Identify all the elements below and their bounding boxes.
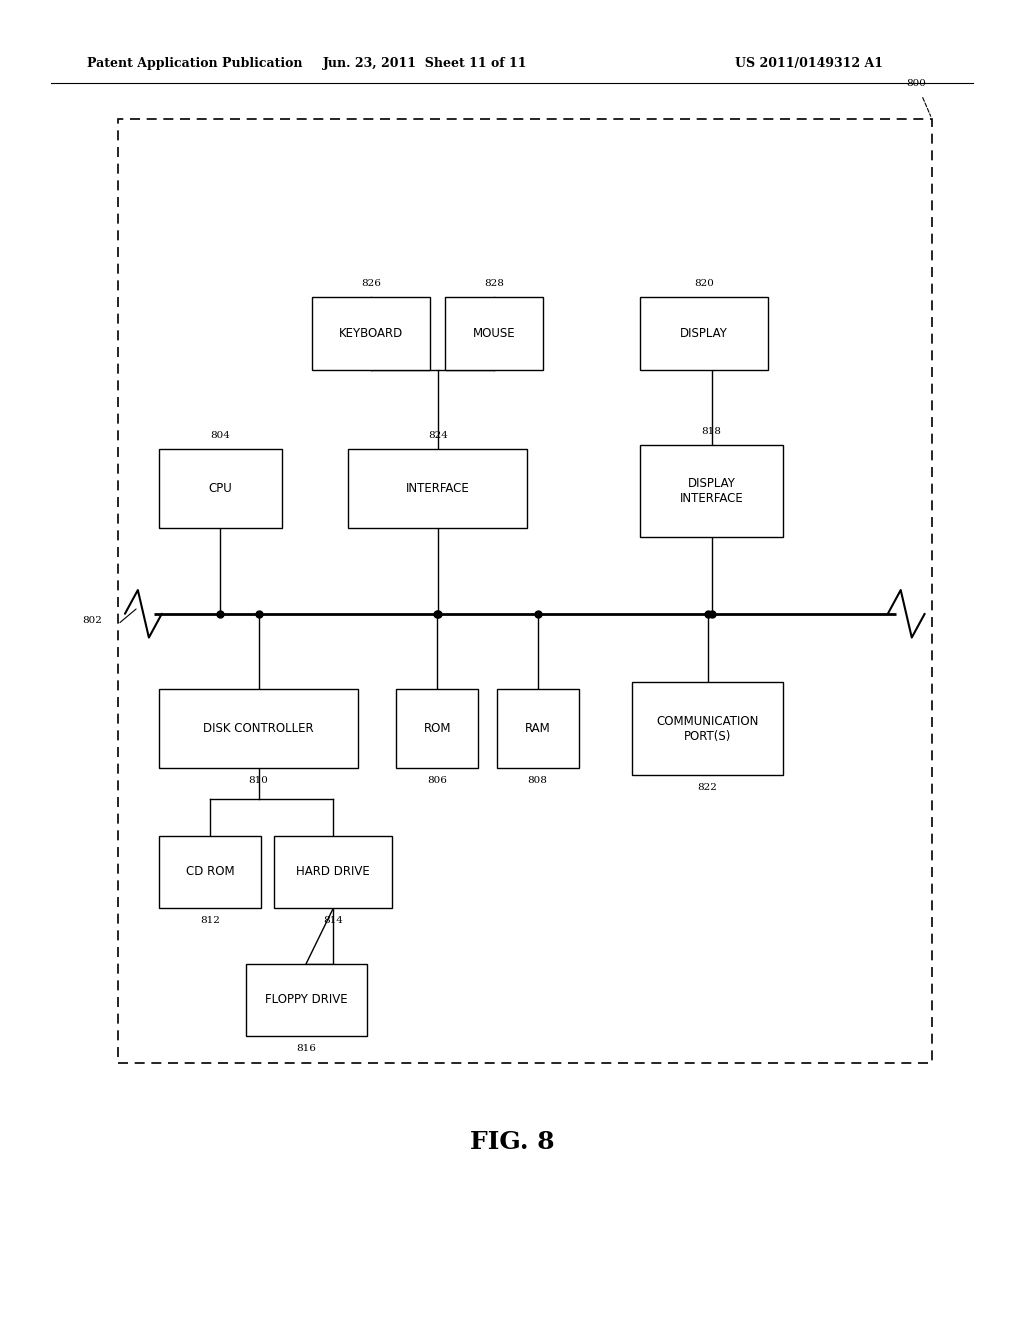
FancyBboxPatch shape bbox=[159, 689, 358, 768]
Text: 800: 800 bbox=[906, 79, 927, 88]
Text: US 2011/0149312 A1: US 2011/0149312 A1 bbox=[735, 57, 883, 70]
FancyBboxPatch shape bbox=[445, 297, 543, 370]
Text: 820: 820 bbox=[694, 279, 714, 288]
Text: DISPLAY: DISPLAY bbox=[680, 327, 728, 339]
Text: CD ROM: CD ROM bbox=[185, 866, 234, 878]
Text: 824: 824 bbox=[428, 430, 447, 440]
FancyBboxPatch shape bbox=[312, 297, 430, 370]
FancyBboxPatch shape bbox=[246, 964, 367, 1036]
Text: 802: 802 bbox=[83, 616, 102, 624]
Text: 828: 828 bbox=[484, 279, 504, 288]
Text: 814: 814 bbox=[324, 916, 343, 925]
Text: Patent Application Publication: Patent Application Publication bbox=[87, 57, 302, 70]
FancyBboxPatch shape bbox=[159, 836, 261, 908]
FancyBboxPatch shape bbox=[348, 449, 527, 528]
Text: COMMUNICATION
PORT(S): COMMUNICATION PORT(S) bbox=[656, 714, 759, 743]
FancyBboxPatch shape bbox=[396, 689, 478, 768]
Text: INTERFACE: INTERFACE bbox=[406, 482, 470, 495]
FancyBboxPatch shape bbox=[497, 689, 579, 768]
Text: FIG. 8: FIG. 8 bbox=[470, 1130, 554, 1154]
Text: CPU: CPU bbox=[208, 482, 232, 495]
Text: FLOPPY DRIVE: FLOPPY DRIVE bbox=[265, 994, 347, 1006]
Text: 816: 816 bbox=[296, 1044, 316, 1053]
Text: 810: 810 bbox=[249, 776, 268, 785]
Text: DISK CONTROLLER: DISK CONTROLLER bbox=[203, 722, 314, 735]
FancyBboxPatch shape bbox=[640, 445, 783, 537]
Text: MOUSE: MOUSE bbox=[473, 327, 515, 339]
Text: 808: 808 bbox=[527, 776, 548, 785]
Text: 804: 804 bbox=[210, 430, 230, 440]
Text: 826: 826 bbox=[361, 279, 381, 288]
Text: 812: 812 bbox=[200, 916, 220, 925]
Text: RAM: RAM bbox=[524, 722, 551, 735]
Text: Jun. 23, 2011  Sheet 11 of 11: Jun. 23, 2011 Sheet 11 of 11 bbox=[323, 57, 527, 70]
FancyBboxPatch shape bbox=[159, 449, 282, 528]
Text: KEYBOARD: KEYBOARD bbox=[339, 327, 403, 339]
Text: DISPLAY
INTERFACE: DISPLAY INTERFACE bbox=[680, 477, 743, 506]
Text: HARD DRIVE: HARD DRIVE bbox=[296, 866, 371, 878]
Text: 822: 822 bbox=[697, 783, 718, 792]
FancyBboxPatch shape bbox=[640, 297, 768, 370]
FancyBboxPatch shape bbox=[274, 836, 392, 908]
Text: ROM: ROM bbox=[424, 722, 451, 735]
FancyBboxPatch shape bbox=[632, 682, 783, 775]
Text: 818: 818 bbox=[701, 426, 722, 436]
Text: 806: 806 bbox=[427, 776, 447, 785]
